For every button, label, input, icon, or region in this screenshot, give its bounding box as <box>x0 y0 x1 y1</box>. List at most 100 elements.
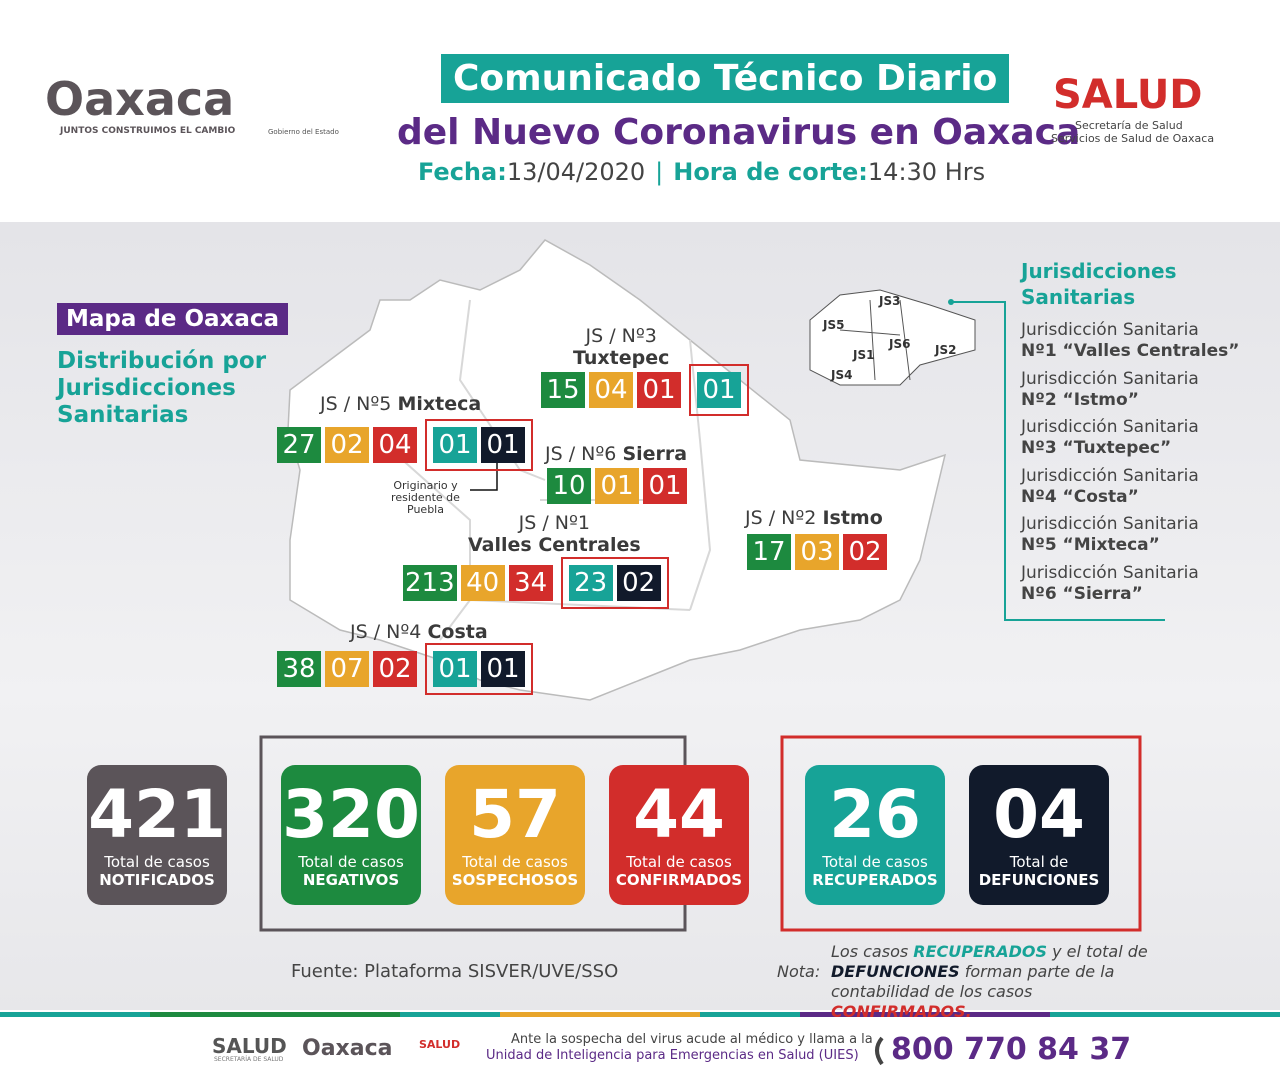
total-card: 26 Total de casos RECUPERADOS <box>805 765 945 905</box>
mini-map-label: JS3 <box>879 294 901 308</box>
jurisdiction-code: JS / Nº1 <box>518 512 591 534</box>
count-box: 07 <box>325 651 369 687</box>
mini-map-label: JS4 <box>831 368 853 382</box>
source: Fuente: Plataforma SISVER/UVE/SSO <box>291 961 619 982</box>
note-label: Nota: <box>777 962 821 981</box>
count-box: 27 <box>277 427 321 463</box>
map-subtitle: Distribución por <box>57 348 267 374</box>
total-line2: NEGATIVOS <box>302 871 400 889</box>
time-label: Hora de corte: <box>673 158 868 186</box>
footer-salud: SALUD <box>212 1034 287 1058</box>
highlight-frame: 23 02 <box>560 557 669 609</box>
salud-logo: SALUD <box>1053 72 1203 118</box>
highlight-frame: 01 <box>689 364 749 416</box>
legend-item-name: Nº3 “Tuxtepec” <box>1021 438 1172 458</box>
count-box: 03 <box>795 534 839 570</box>
total-value: 04 <box>993 776 1085 853</box>
jurisdiction-label: JS / Nº2 Istmo <box>745 507 883 529</box>
date-line: Fecha:13/04/2020 | Hora de corte:14:30 Hrs <box>418 158 985 186</box>
total-line1: Total de casos <box>104 853 210 871</box>
count-box: 15 <box>541 372 585 408</box>
jurisdiction-counts: 27 02 04 01 01 <box>277 419 533 471</box>
total-value: 57 <box>469 776 561 853</box>
total-value: 421 <box>88 776 226 853</box>
date: 13/04/2020 <box>506 158 646 186</box>
note-text: RECUPERADOS <box>913 942 1048 961</box>
total-line2: CONFIRMADOS <box>615 871 743 889</box>
jurisdiction-label: JS / Nº1 Valles Centrales <box>468 512 641 556</box>
count-box: 04 <box>373 427 417 463</box>
total-value: 320 <box>282 776 420 853</box>
logo-tagline: JUNTOS CONSTRUIMOS EL CAMBIO <box>60 126 236 136</box>
total-card: 320 Total de casos NEGATIVOS <box>281 765 421 905</box>
footer-salud-sub: SECRETARÍA DE SALUD <box>214 1056 284 1063</box>
legend-item: Jurisdicción Sanitaria <box>1021 417 1199 437</box>
count-box: 04 <box>589 372 633 408</box>
jurisdiction-counts: 38 07 02 01 01 <box>277 643 533 695</box>
note-text: CONFIRMADOS. <box>831 1002 972 1021</box>
count-box: 17 <box>747 534 791 570</box>
legend-item-name: Nº5 “Mixteca” <box>1021 535 1160 555</box>
total-line1: Total de casos <box>822 853 928 871</box>
note-text: y el total de <box>1047 942 1148 961</box>
legend-item: Jurisdicción Sanitaria <box>1021 368 1199 389</box>
jurisdiction-code: JS / Nº2 <box>745 507 817 529</box>
count-box: 02 <box>325 427 369 463</box>
jurisdiction-note: Originario y residente de Puebla <box>391 479 460 516</box>
total-line1: Total de <box>1009 853 1069 871</box>
salud-line2: Servicios de Salud de Oaxaca <box>1051 132 1215 145</box>
jurisdiction-name: Tuxtepec <box>573 347 670 369</box>
total-line2: DEFUNCIONES <box>978 871 1100 889</box>
total-card: 421 Total de casos NOTIFICADOS <box>87 765 227 905</box>
jurisdiction-counts: 15 04 01 01 <box>541 364 749 416</box>
count-box: 02 <box>373 651 417 687</box>
total-value: 44 <box>633 776 725 853</box>
jurisdiction-name: Sierra <box>622 443 688 465</box>
footer-phone: 800 770 84 37 <box>891 1032 1132 1067</box>
jurisdiction-counts: 10 01 01 <box>547 468 691 504</box>
count-box: 01 <box>643 468 687 504</box>
count-box: 34 <box>508 565 553 601</box>
jurisdiction-name: Istmo <box>822 507 883 529</box>
title: Comunicado Técnico Diario <box>441 54 1010 103</box>
legend-item-name: Nº2 “Istmo” <box>1021 389 1139 410</box>
jurisdiction-code: JS / Nº3 <box>585 325 657 347</box>
jurisdiction-label: JS / Nº3 Tuxtepec <box>573 325 669 369</box>
mini-map-label: JS5 <box>823 318 845 332</box>
count-box: 10 <box>547 468 591 504</box>
note-text: DEFUNCIONES <box>831 962 960 981</box>
count-box: 01 <box>481 427 525 463</box>
legend-item: Jurisdicción Sanitaria <box>1021 514 1199 534</box>
total-card: 57 Total de casos SOSPECHOSOS <box>445 765 585 905</box>
total-card: 04 Total de DEFUNCIONES <box>969 765 1109 905</box>
count-box: 01 <box>433 651 477 687</box>
jurisdiction-label: JS / Nº5 Mixteca <box>320 393 481 415</box>
count-box: 40 <box>460 565 505 601</box>
legend-item-name: Nº1 “Valles Centrales” <box>1021 341 1240 361</box>
separator: | <box>655 158 664 186</box>
jurisdiction-label: JS / Nº6 Sierra <box>545 443 687 465</box>
total-card: 44 Total de casos CONFIRMADOS <box>609 765 749 905</box>
jurisdiction-code: JS / Nº5 <box>320 393 392 415</box>
legend-item: Jurisdicción Sanitaria <box>1021 320 1199 340</box>
total-line2: NOTIFICADOS <box>99 871 215 889</box>
note-text: forman parte de la contabilidad de los c… <box>831 962 1115 1001</box>
footer-line2: Unidad de Inteligencia para Emergencias … <box>486 1048 859 1063</box>
legend-item-name: Nº6 “Sierra” <box>1021 583 1143 604</box>
jurisdiction-name: Mixteca <box>397 393 482 415</box>
note: Los casos RECUPERADOS y el total de DEFU… <box>831 942 1171 1022</box>
logo: Oaxaca <box>45 72 235 126</box>
total-line2: SOSPECHOSOS <box>451 871 579 889</box>
map-label: Mapa de Oaxaca <box>57 303 289 335</box>
government: Gobierno del Estado <box>268 128 339 136</box>
jurisdiction-counts: 213 40 34 23 02 <box>403 557 669 609</box>
count-box: 02 <box>843 534 887 570</box>
legend-item: Jurisdicción Sanitaria <box>1021 562 1199 583</box>
count-box: 23 <box>568 565 613 601</box>
count-box: 01 <box>481 651 525 687</box>
map-subtitle: Jurisdicciones <box>57 375 236 401</box>
date-label: Fecha: <box>418 158 507 186</box>
mini-map-label: JS1 <box>853 348 875 362</box>
count-box: 02 <box>616 565 661 601</box>
